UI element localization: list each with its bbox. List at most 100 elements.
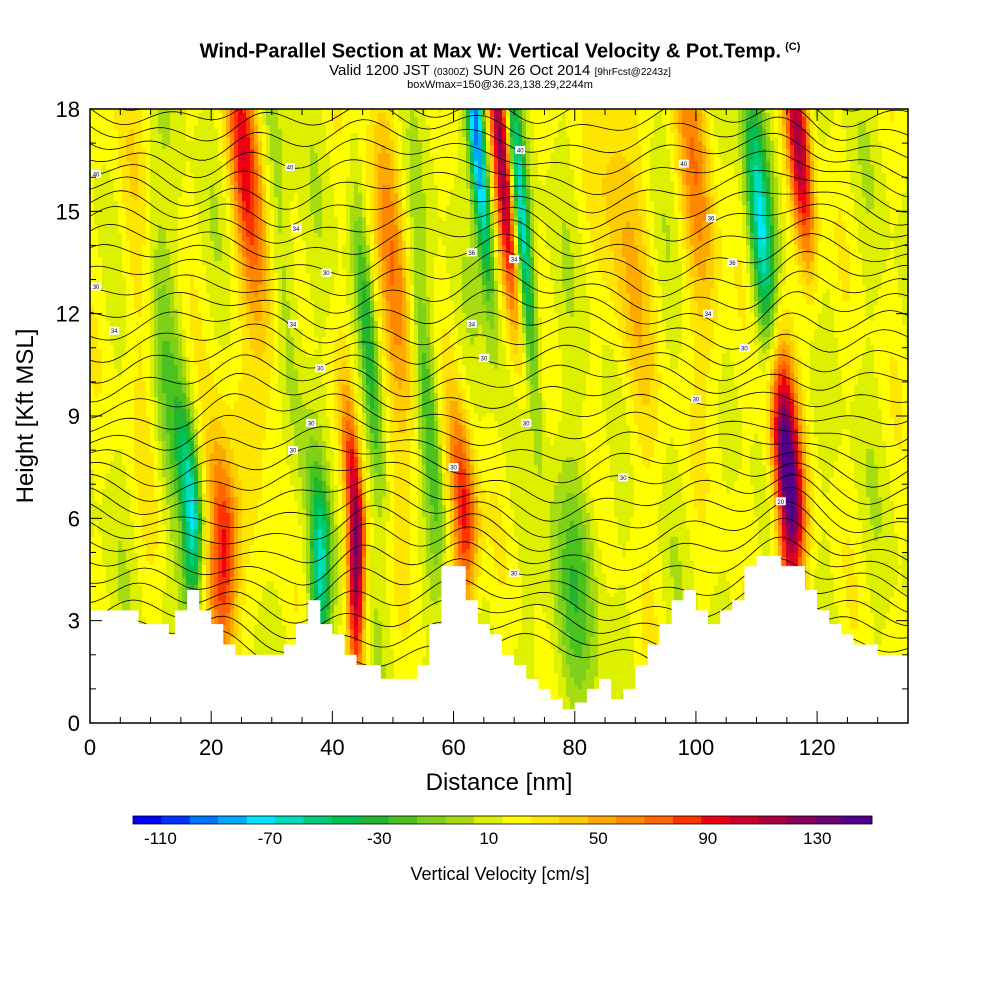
x-tick-label: 0 [84, 735, 96, 760]
colorbar-swatch [275, 816, 304, 824]
colorbar-label: Vertical Velocity [cm/s] [410, 864, 589, 884]
colorbar-tick-label: -30 [367, 829, 392, 848]
isentrope-line [90, 188, 908, 230]
contour-label: 30 [478, 354, 489, 363]
colorbar-swatch [786, 816, 816, 824]
x-tick-label: 80 [562, 735, 586, 760]
valid-date: SUN 26 Oct 2014 [473, 62, 591, 79]
colorbar-swatch [189, 816, 219, 824]
colorbar-swatch [758, 816, 788, 824]
contour-label: 30 [315, 364, 326, 373]
contour-label: 34 [287, 319, 298, 328]
isentrope-line [90, 289, 908, 331]
isentrope-line [90, 150, 908, 198]
contour-label: 30 [739, 343, 750, 352]
contour-label: 40 [515, 145, 526, 154]
colorbar-swatch [616, 816, 645, 824]
isentrope-line [90, 501, 908, 552]
terrain-mask [90, 555, 908, 723]
colorbar-swatch [417, 816, 446, 824]
x-tick-label: 100 [678, 735, 715, 760]
contour-label: 30 [91, 282, 102, 291]
isentrope-line [90, 445, 908, 488]
valid-utc: (0300Z) [434, 67, 469, 78]
x-tick-label: 60 [441, 735, 465, 760]
isentrope-line [90, 170, 908, 214]
contour-labels: 40 40 34 30 30 34 30 34 30 30 40 36 34 34 30 30 30 30 40 36… [91, 145, 786, 577]
colorbar-tick-label: 50 [589, 829, 608, 848]
y-tick-label: 18 [56, 97, 80, 122]
y-tick-label: 15 [56, 199, 80, 224]
colorbar-swatch [673, 816, 702, 824]
y-tick-label: 12 [56, 302, 80, 327]
colorbar-swatch [445, 816, 475, 824]
isentrope-line [90, 372, 908, 419]
isentrope-line [90, 473, 908, 522]
colorbar-swatch [701, 816, 731, 824]
colorbar-swatch [530, 816, 560, 824]
valid-prefix: Valid 1200 JST [329, 62, 429, 79]
chart-title: Wind-Parallel Section at Max W: Vertical… [0, 36, 1000, 63]
colorbar-swatch [246, 816, 276, 824]
isentrope-line [90, 203, 908, 245]
contour-label: 30 [287, 446, 298, 455]
contour-label: 30 [306, 418, 317, 427]
x-tick-label: 40 [320, 735, 344, 760]
isentrope-line [90, 116, 908, 161]
colorbar-swatch [587, 816, 617, 824]
contour-label: 40 [678, 159, 689, 168]
box-info: boxWmax=150@36.23,138.29,2244m [407, 79, 593, 91]
colorbar-swatch [218, 816, 247, 824]
contour-label: 34 [509, 255, 520, 264]
colorbar-swatch [474, 816, 503, 824]
colorbar-swatch [388, 816, 418, 824]
isentrope-line [90, 409, 908, 451]
isentrope-line [90, 426, 908, 470]
contour-label: 30 [690, 394, 701, 403]
y-tick-label: 6 [68, 506, 80, 531]
isentrope-line [90, 393, 908, 433]
x-tick-label: 20 [199, 735, 223, 760]
isentrope-line [90, 323, 908, 367]
colorbar-swatch [331, 816, 361, 824]
isentrope-line [90, 132, 908, 180]
colorbar-swatch [502, 816, 532, 824]
valid-time-line: Valid 1200 JST (0300Z) SUN 26 Oct 2014 [… [0, 63, 1000, 80]
colorbar-swatch [303, 816, 333, 824]
contour-label: 40 [91, 169, 102, 178]
title-block: Wind-Parallel Section at Max W: Vertical… [0, 36, 1000, 91]
x-axis: 0 20 40 60 80 100 120 [84, 109, 909, 760]
colorbar-swatch [360, 816, 390, 824]
colorbar-tick-label: -70 [258, 829, 283, 848]
colorbar-swatch [161, 816, 191, 824]
x-tick-label: 120 [799, 735, 836, 760]
isentrope-line [90, 268, 908, 314]
contour-label: 34 [703, 309, 714, 318]
contour-label: 34 [291, 224, 302, 233]
isentrope-line [90, 310, 908, 350]
contour-label: 40 [284, 162, 295, 171]
colorbar: -110 -70 -30 10 50 90 130 [132, 815, 873, 848]
contour-label: 36 [706, 214, 717, 223]
colorbar-swatch [644, 816, 674, 824]
isentrope-line [90, 486, 908, 538]
isentrope-line [90, 518, 908, 571]
isentrope-line [90, 536, 908, 590]
colorbar-swatch [559, 816, 589, 824]
chart-title-text: Wind-Parallel Section at Max W: Vertical… [200, 41, 781, 63]
contour-label: 34 [466, 319, 477, 328]
colorbar-frame [132, 815, 873, 825]
pot-temp-contours [90, 109, 908, 675]
contour-label: 30 [521, 418, 532, 427]
colorbar-tick-label: 10 [479, 829, 498, 848]
colorbar-tick-label: 90 [698, 829, 717, 848]
colorbar-swatch [843, 816, 873, 824]
copyright-mark: (C) [785, 41, 800, 53]
x-axis-label: Distance [nm] [426, 769, 573, 796]
colorbar-tick-label: -110 [144, 829, 177, 848]
contour-label: 30 [618, 473, 629, 482]
contour-label: 30 [448, 463, 459, 472]
isentrope-line [90, 217, 908, 263]
